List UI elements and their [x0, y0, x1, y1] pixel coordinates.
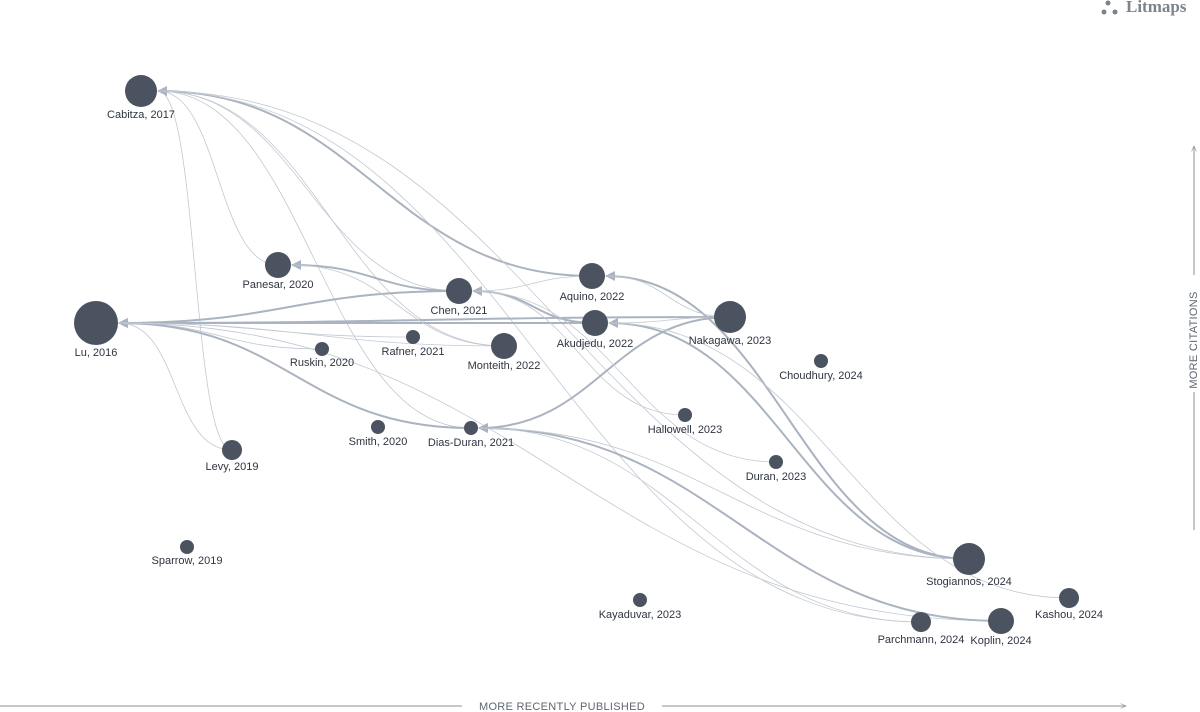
paper-label: Nakagawa, 2023: [689, 335, 772, 347]
paper-node[interactable]: [579, 263, 605, 289]
citation-edge: [472, 275, 593, 292]
edges: [118, 86, 1070, 623]
citation-edge: [157, 90, 279, 266]
citation-edge: [157, 90, 505, 347]
paper-node[interactable]: [769, 455, 783, 469]
paper-node[interactable]: [1059, 588, 1079, 608]
paper-node[interactable]: [371, 420, 385, 434]
citation-edge: [157, 86, 593, 277]
paper-node[interactable]: [714, 301, 746, 333]
citation-edge: [608, 322, 1070, 599]
citation-edge: [478, 316, 731, 433]
paper-node[interactable]: [582, 310, 608, 336]
paper-node[interactable]: [74, 301, 118, 345]
paper-label: Cabitza, 2017: [107, 109, 175, 121]
citation-edge: [157, 90, 460, 292]
paper-node[interactable]: [125, 75, 157, 107]
paper-node[interactable]: [911, 612, 931, 632]
paper-label: Hallowell, 2023: [648, 424, 723, 436]
citation-edge: [291, 264, 505, 347]
citation-edge: [157, 90, 233, 451]
citation-edge: [157, 90, 922, 623]
paper-node[interactable]: [464, 421, 478, 435]
paper-node[interactable]: [265, 252, 291, 278]
citation-edge: [605, 275, 731, 318]
paper-node[interactable]: [315, 342, 329, 356]
citation-edge: [478, 427, 922, 623]
paper-label: Monteith, 2022: [468, 360, 541, 372]
paper-label: Rafner, 2021: [382, 346, 445, 358]
citation-edge: [472, 290, 777, 463]
paper-label: Panesar, 2020: [243, 279, 314, 291]
paper-label: Smith, 2020: [349, 436, 408, 448]
citation-edge: [118, 318, 472, 429]
citation-edge: [472, 290, 686, 416]
paper-label: Stogiannos, 2024: [926, 576, 1012, 588]
y-axis-label: MORE CITATIONS: [1188, 291, 1200, 388]
paper-node[interactable]: [180, 540, 194, 554]
paper-label: Choudhury, 2024: [779, 370, 863, 382]
paper-label: Koplin, 2024: [970, 635, 1031, 647]
citation-edge: [478, 423, 1002, 622]
citation-edge: [157, 90, 472, 429]
paper-node[interactable]: [633, 593, 647, 607]
paper-node[interactable]: [491, 333, 517, 359]
paper-label: Chen, 2021: [431, 305, 488, 317]
paper-label: Dias-Duran, 2021: [428, 437, 514, 449]
paper-node[interactable]: [222, 440, 242, 460]
paper-label: Levy, 2019: [205, 461, 258, 473]
paper-node[interactable]: [953, 543, 985, 575]
paper-node[interactable]: [988, 608, 1014, 634]
paper-node[interactable]: [678, 408, 692, 422]
citation-edge: [118, 322, 1002, 622]
paper-label: Lu, 2016: [75, 347, 118, 359]
brand-name: Litmaps: [1126, 0, 1187, 16]
paper-label: Duran, 2023: [746, 471, 807, 483]
paper-label: Ruskin, 2020: [290, 357, 354, 369]
citation-edge: [118, 322, 323, 350]
citation-edge: [478, 427, 970, 560]
citation-edge: [157, 90, 970, 560]
paper-node[interactable]: [446, 278, 472, 304]
paper-label: Sparrow, 2019: [152, 555, 223, 567]
citation-edge: [608, 318, 970, 560]
citation-edge: [118, 322, 233, 451]
nodes: Cabitza, 2017 Panesar, 2020 Lu, 2016 Chen, …: [74, 75, 1103, 647]
brand-icon: [1101, 0, 1118, 15]
paper-label: Kashou, 2024: [1035, 609, 1103, 621]
paper-label: Akudjedu, 2022: [557, 338, 633, 350]
paper-label: Kayaduvar, 2023: [599, 609, 682, 621]
citation-edge: [118, 290, 460, 328]
citation-edge: [118, 322, 414, 338]
x-axis-label: MORE RECENTLY PUBLISHED: [479, 701, 645, 712]
citation-edge: [605, 271, 970, 560]
paper-label: Parchmann, 2024: [878, 634, 965, 646]
paper-node[interactable]: [814, 354, 828, 368]
brand: Litmaps: [1101, 0, 1187, 16]
citation-edge: [291, 260, 460, 292]
paper-node[interactable]: [406, 330, 420, 344]
paper-label: Aquino, 2022: [560, 291, 625, 303]
